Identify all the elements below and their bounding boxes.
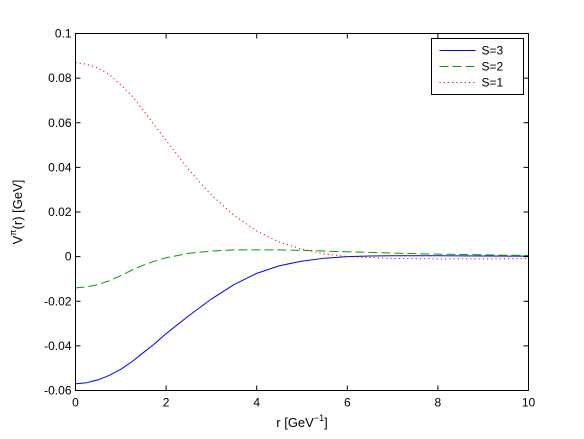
series-line-s-3 [75,255,529,385]
y-tick-label: 0.1 [55,27,72,41]
series-line-s-2 [75,249,529,289]
x-axis-label-end: ] [324,415,328,430]
y-axis-label-main: V [10,235,25,244]
series-layer [75,62,529,385]
x-axis-label-main: r [GeV [276,415,314,430]
x-tick-label: 8 [435,396,442,410]
y-tick-label: -0.02 [44,294,72,308]
x-axis-label-superscript: −1 [314,413,324,423]
y-tick-label: 0 [65,250,72,264]
y-tick-label: 0.08 [48,71,72,85]
legend-label: S=1 [482,76,504,90]
legend: S=3 S=2 S=1 [431,38,524,95]
y-axis-label-end: (r) [GeV] [10,180,25,230]
y-tick-label: -0.04 [44,339,72,353]
x-axis-label: r [GeV−1] [276,413,327,430]
x-tick-label: 2 [163,396,170,410]
series-line-s-1 [75,62,529,260]
y-tick-label: -0.06 [44,384,72,398]
y-tick-label: 0.02 [48,205,72,219]
x-tick-label: 4 [253,396,260,410]
legend-label: S=2 [482,60,504,74]
y-axis-label-superscript: π [8,229,18,235]
x-tick-label: 6 [344,396,351,410]
y-tick-label: 0.04 [48,160,72,174]
ticks-layer: 0 2 4 6 8 10 -0.06 -0.04 -0.02 0 0.02 0.04 0.06 0.08 0… [44,27,535,410]
x-tick-label: 10 [522,396,536,410]
legend-label: S=3 [482,44,504,58]
y-axis-label: Vπ(r) [GeV] [8,180,25,245]
y-tick-label: 0.06 [48,116,72,130]
x-tick-label: 0 [72,396,79,410]
